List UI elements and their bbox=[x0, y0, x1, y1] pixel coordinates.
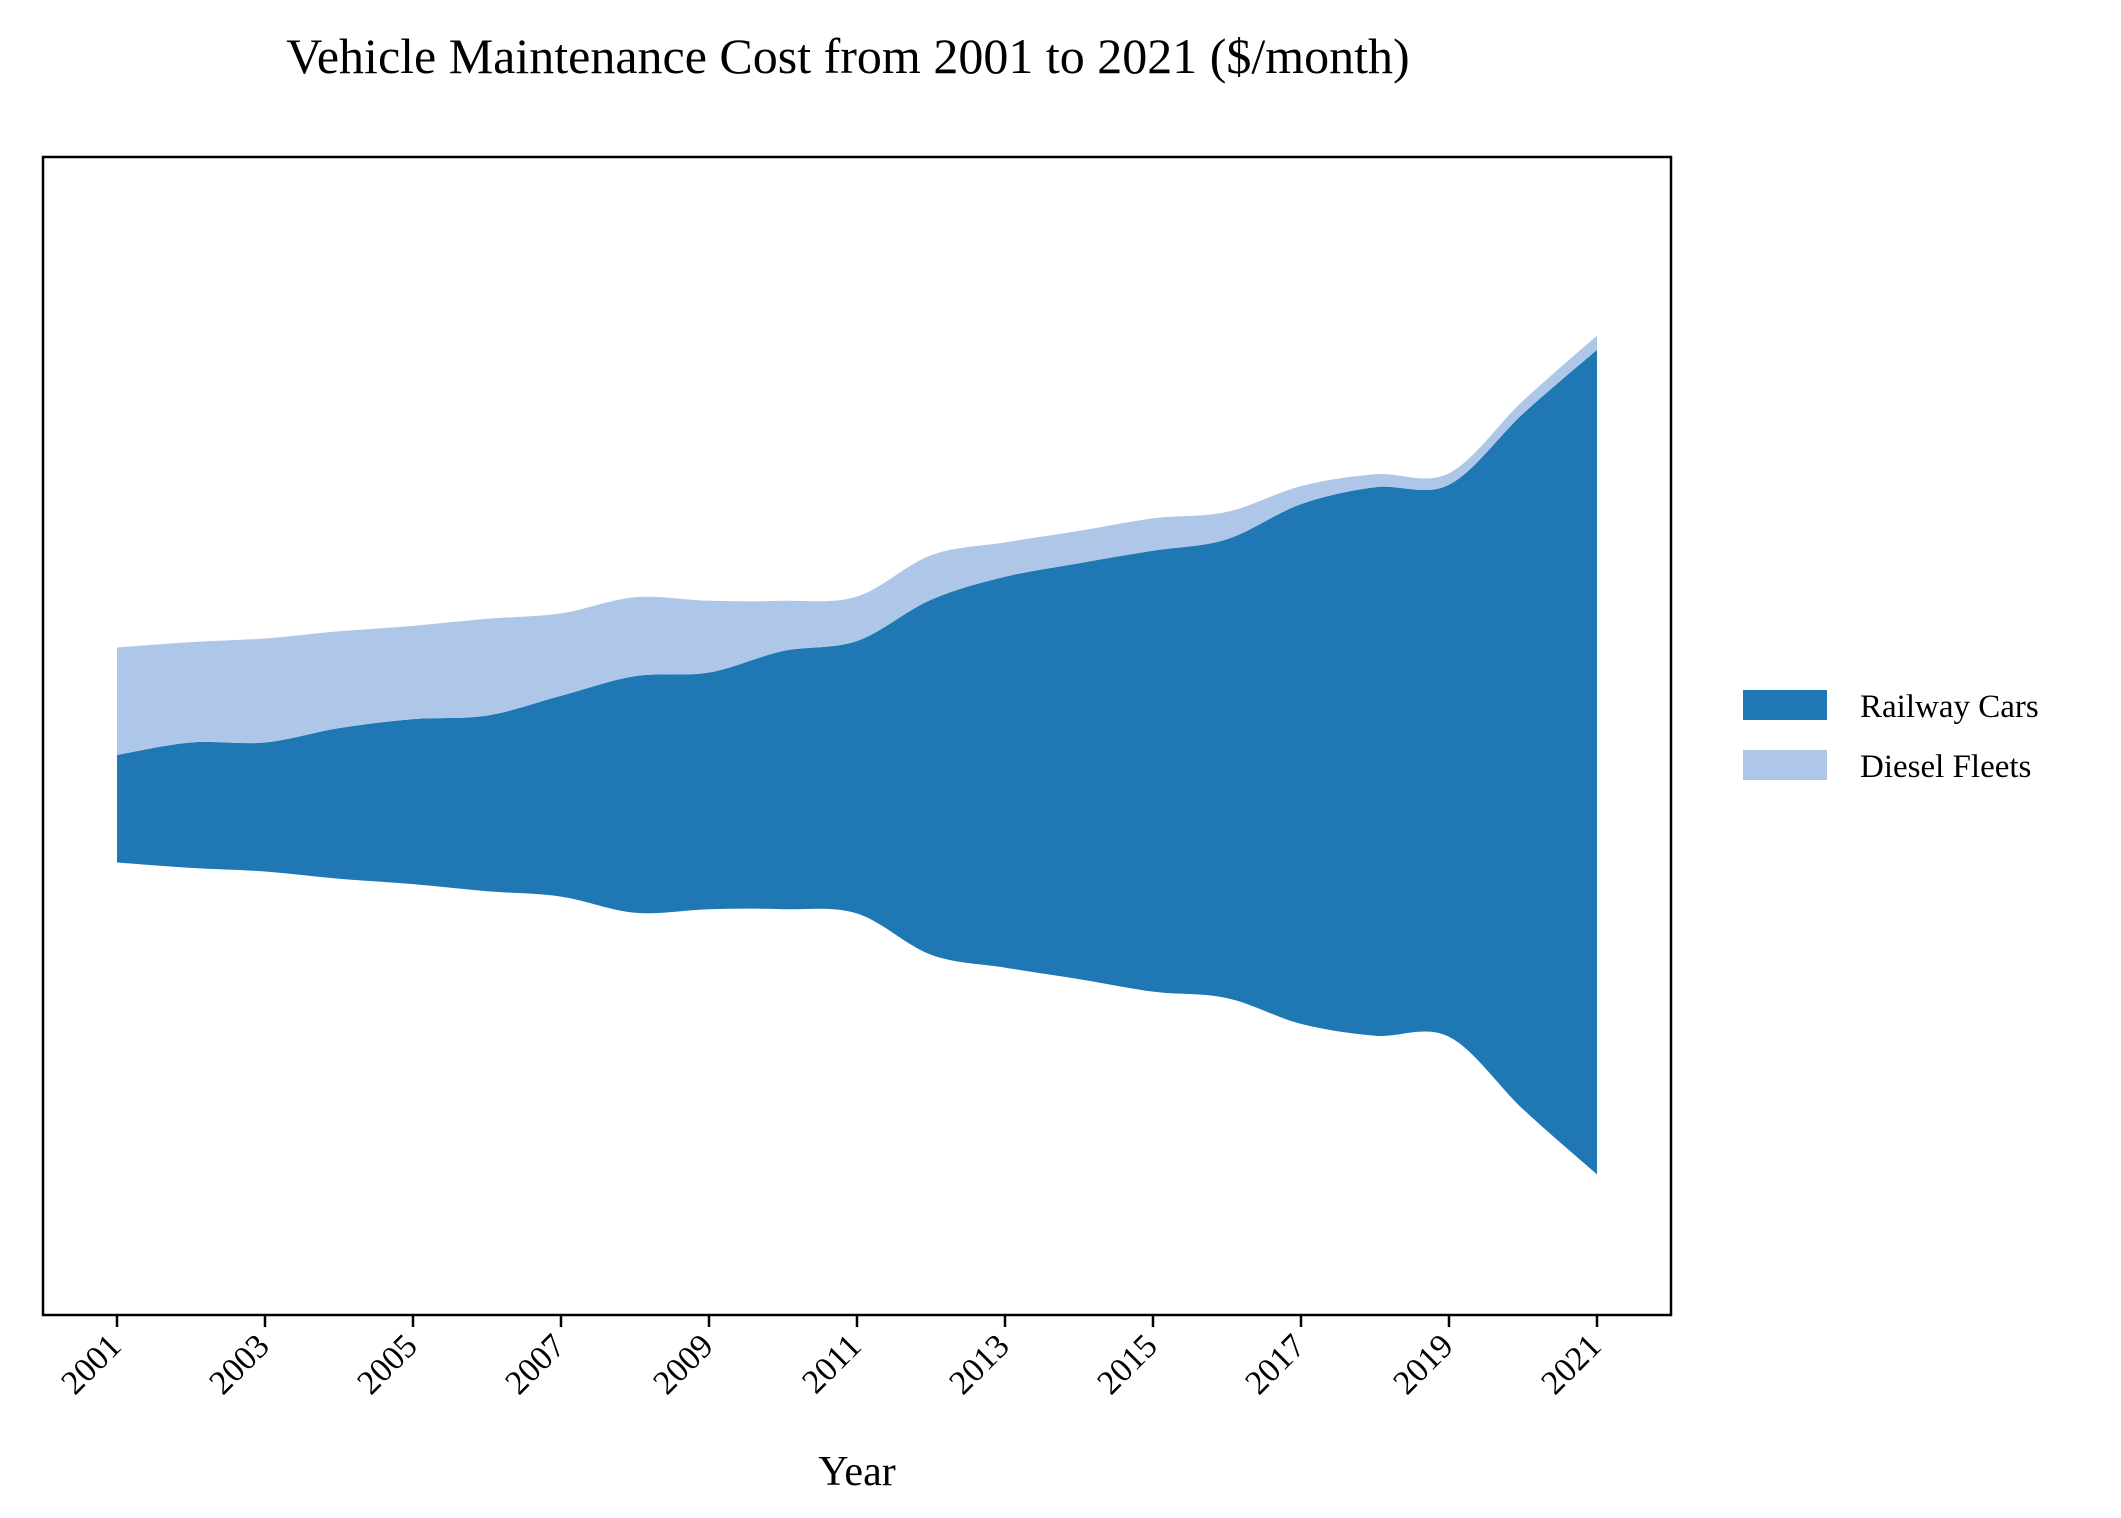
stream-areas bbox=[117, 335, 1597, 1175]
x-tick-label: 2015 bbox=[1090, 1327, 1164, 1401]
area-railway-cars bbox=[117, 349, 1597, 1175]
legend: Railway Cars Diesel Fleets bbox=[1743, 689, 2039, 785]
x-tick-label: 2001 bbox=[54, 1327, 128, 1401]
chart-title: Vehicle Maintenance Cost from 2001 to 20… bbox=[286, 28, 1409, 84]
legend-swatch-railway-cars bbox=[1743, 690, 1827, 720]
x-tick-label: 2003 bbox=[202, 1327, 276, 1401]
x-tick-label: 2007 bbox=[498, 1327, 572, 1401]
legend-label-diesel-fleets: Diesel Fleets bbox=[1860, 749, 2031, 785]
area-diesel-fleets bbox=[117, 335, 1597, 755]
x-tick-label: 2019 bbox=[1386, 1327, 1460, 1401]
x-tick-label: 2011 bbox=[795, 1327, 868, 1400]
x-tick-label: 2017 bbox=[1238, 1327, 1312, 1401]
x-axis-label: Year bbox=[818, 1449, 895, 1495]
x-axis-ticks: 2001 2003 2005 2007 2009 2011 2013 2015 2017 2019… bbox=[54, 1315, 1609, 1402]
legend-swatch-diesel-fleets bbox=[1743, 750, 1827, 780]
x-tick-label: 2009 bbox=[646, 1327, 720, 1401]
x-tick-label: 2013 bbox=[942, 1327, 1016, 1401]
x-tick-label: 2021 bbox=[1534, 1327, 1608, 1401]
x-tick-label: 2005 bbox=[350, 1327, 424, 1401]
legend-label-railway-cars: Railway Cars bbox=[1860, 689, 2039, 725]
